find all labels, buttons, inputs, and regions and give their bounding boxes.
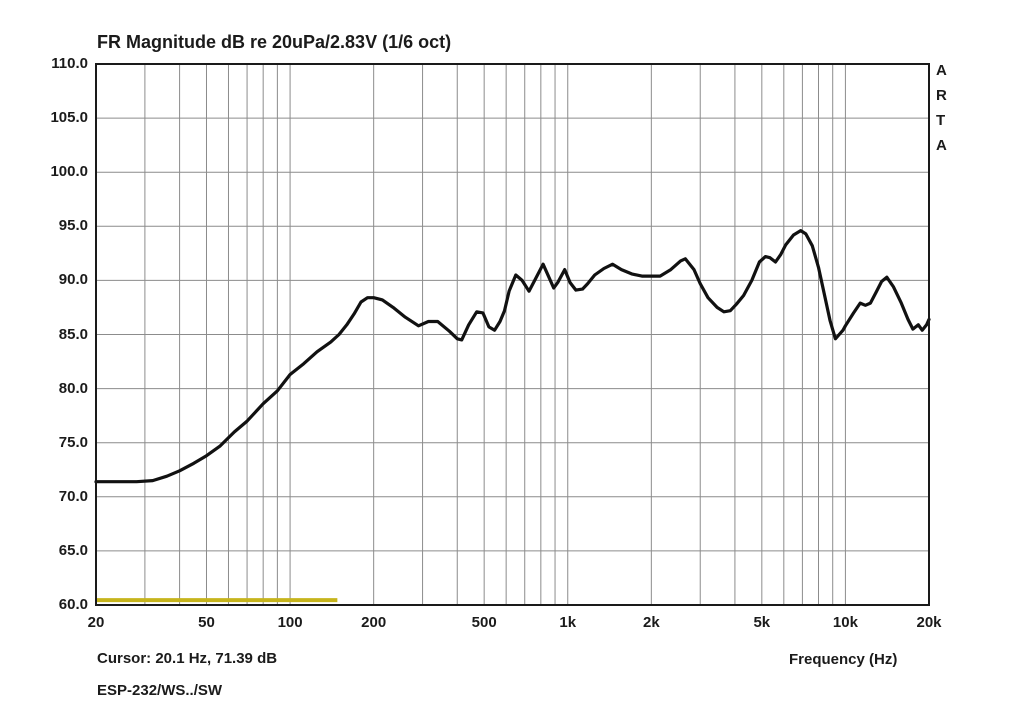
x-tick-label: 20k: [916, 614, 942, 631]
y-tick-label: 65.0: [58, 541, 88, 559]
x-tick-label: 20: [87, 614, 105, 631]
arta-watermark-letter: A: [936, 62, 947, 79]
arta-watermark-letter: R: [936, 87, 947, 104]
y-tick-label: 110.0: [51, 55, 88, 72]
x-tick-label: 10k: [832, 614, 858, 631]
y-tick-label: 75.0: [58, 433, 88, 451]
x-tick-label: 100: [277, 614, 303, 631]
plot-frame: [95, 63, 930, 606]
x-tick-label: 2k: [642, 614, 660, 631]
y-tick-label: 70.0: [58, 487, 88, 505]
cursor-readout: Cursor: 20.1 Hz, 71.39 dB: [97, 650, 278, 667]
x-axis-tick-labels: 20 50 100 200 500 1k 2k 5k 10k 20k: [0, 614, 1024, 636]
x-tick-label: 50: [198, 614, 215, 631]
y-tick-label: 95.0: [58, 217, 88, 235]
y-tick-label: 80.0: [58, 379, 88, 397]
y-tick-label: 85.0: [58, 325, 88, 343]
arta-watermark-letter: T: [936, 112, 946, 129]
x-tick-label: 500: [471, 614, 497, 631]
arta-watermark-letter: A: [936, 137, 947, 154]
y-axis-tick-labels: 110.0 105.0 100.0 95.0 90.0 85.0 80.0 75.0 70.0 6…: [8, 0, 88, 715]
x-tick-label: 5k: [753, 614, 771, 631]
x-tick-label: 200: [361, 614, 387, 631]
fr-magnitude-curve: [94, 229, 931, 484]
y-tick-label: 60.0: [58, 596, 88, 613]
y-tick-label: 100.0: [50, 163, 88, 181]
chart-title: FR Magnitude dB re 20uPa/2.83V (1/6 oct): [97, 32, 452, 52]
y-tick-label: 105.0: [50, 109, 88, 127]
y-tick-label: 90.0: [58, 271, 88, 289]
x-axis-title: Frequency (Hz): [789, 651, 898, 668]
signal-name-label: ESP-232/WS../SW: [97, 682, 223, 699]
x-tick-label: 1k: [559, 614, 577, 631]
